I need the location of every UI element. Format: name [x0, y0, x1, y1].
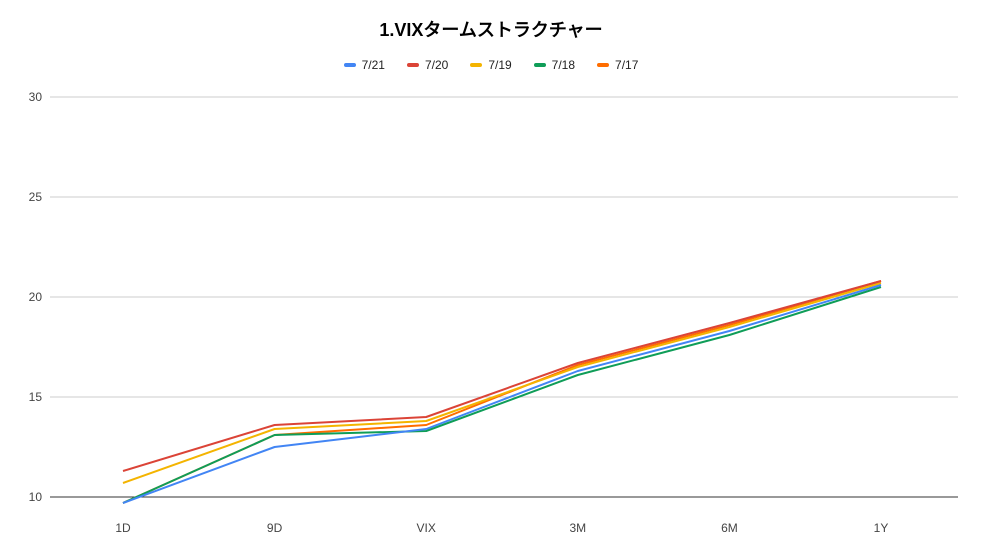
y-tick-label: 20 — [29, 290, 43, 304]
legend-swatch — [597, 63, 610, 67]
x-tick-label: VIX — [417, 521, 436, 535]
series-line[interactable] — [122, 280, 882, 504]
series-line[interactable] — [122, 286, 882, 504]
legend-label: 7/17 — [615, 58, 639, 72]
x-tick-label: 3M — [569, 521, 586, 535]
x-tick-label: 1Y — [874, 521, 889, 535]
legend-item[interactable]: 7/21 — [343, 58, 385, 72]
y-tick-label: 10 — [29, 490, 43, 504]
legend-label: 7/18 — [551, 58, 576, 72]
legend-swatch — [343, 63, 356, 67]
x-tick-label: 9D — [267, 521, 283, 535]
legend-label: 7/20 — [424, 58, 449, 72]
legend-swatch — [533, 63, 546, 67]
series-line[interactable] — [122, 282, 882, 484]
x-tick-label: 6M — [721, 521, 738, 535]
y-tick-label: 25 — [29, 190, 43, 204]
y-tick-label: 30 — [29, 90, 43, 104]
legend-label: 7/21 — [361, 58, 385, 72]
legend-item[interactable]: 7/17 — [597, 58, 638, 72]
series-line[interactable] — [122, 284, 882, 504]
y-tick-label: 15 — [29, 390, 43, 404]
series-line[interactable] — [122, 280, 882, 472]
legend-swatch — [406, 63, 419, 67]
chart-title: 1.VIXタームストラクチャー — [379, 20, 603, 40]
legend-item[interactable]: 7/20 — [406, 58, 449, 72]
legend-item[interactable]: 7/18 — [533, 58, 576, 72]
chart-legend: 7/21 7/20 7/19 7/18 7/17 — [0, 58, 982, 72]
x-tick-label: 1D — [115, 521, 131, 535]
legend-item[interactable]: 7/19 — [470, 58, 512, 72]
legend-label: 7/19 — [488, 58, 512, 72]
legend-swatch — [470, 63, 483, 67]
